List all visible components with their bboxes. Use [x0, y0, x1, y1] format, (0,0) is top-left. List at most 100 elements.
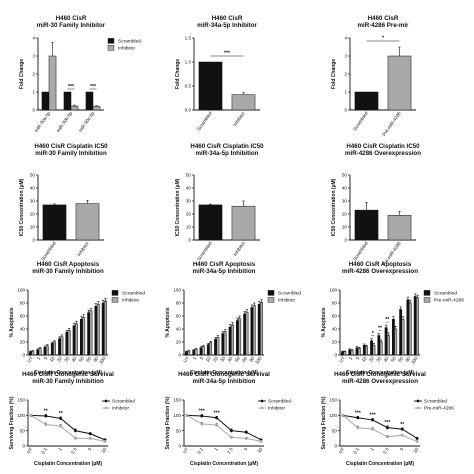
y-axis-label: Fold Change [331, 59, 337, 89]
x-tick-label: 30 [375, 355, 382, 362]
significance-label: *** [90, 84, 97, 90]
data-point [356, 416, 360, 420]
legend-swatch [423, 297, 431, 303]
chart-subtitle: miR-4286 Overexpression [345, 150, 421, 157]
bar [387, 55, 412, 111]
y-axis-label: % Apoptosis [165, 307, 171, 337]
bar [43, 346, 47, 356]
bar [228, 326, 232, 356]
bar [58, 338, 61, 356]
x-tick-label: Inhibitor [76, 240, 90, 257]
y-tick-label: 0.5 [185, 84, 192, 89]
x-tick-label: Scrambled [352, 110, 369, 131]
x-tick-label: Scrambled [196, 240, 213, 261]
y-tick-label: 10 [342, 225, 348, 230]
x-tick-label: 2.5 [226, 446, 234, 454]
legend-marker [104, 406, 108, 410]
chart-subtitle: miR-30 Family Inhibition [35, 150, 107, 157]
x-tick-label: 0.1 [196, 446, 204, 454]
x-tick-label: Scrambled [196, 110, 213, 131]
legend-marker [104, 399, 108, 403]
x-tick-label: 100 [254, 355, 263, 365]
y-tick-label: 10 [186, 225, 192, 230]
y-tick-label: 1.0 [185, 60, 192, 65]
bar [187, 350, 191, 356]
data-point [244, 430, 248, 434]
legend-label: Scrambled [424, 399, 447, 405]
chart-subtitle: miR-4286 Overexpression [342, 268, 418, 275]
bar [399, 309, 403, 356]
bar [401, 319, 405, 356]
bar [223, 331, 227, 356]
significance-label: ** [378, 326, 383, 332]
x-tick-label: 5 [243, 446, 249, 451]
significance-label: *** [214, 410, 221, 416]
significance-label: *** [370, 412, 377, 418]
legend-label: Scrambled [278, 291, 301, 297]
x-tick-label: 1 [192, 355, 198, 360]
legend-label: Inhibitor [112, 406, 129, 412]
y-tick-label: 40 [186, 186, 192, 191]
bar [243, 313, 247, 356]
y-tick-label: 80 [20, 301, 26, 306]
significance-label: *** [384, 420, 391, 426]
y-tick-label: 30 [186, 199, 192, 204]
y-tick-label: 20 [332, 340, 338, 345]
x-axis-label: Cisplatin Concentration (µM) [190, 370, 258, 376]
y-tick-label: 50 [342, 173, 348, 178]
y-tick-label: 60 [332, 314, 338, 319]
bar [198, 61, 223, 111]
bar [252, 305, 256, 356]
chart-title: H460 CisR Clonogenic Survival [334, 371, 426, 378]
data-point [415, 439, 419, 443]
y-tick-label: 20 [20, 340, 26, 345]
series-line [186, 414, 262, 442]
x-tick-label: 100 [98, 355, 107, 365]
bar [41, 91, 50, 111]
bar [235, 320, 239, 356]
x-tick-label: 10 [49, 355, 56, 362]
y-tick-label: 150 [329, 398, 337, 403]
chart-subtitle: miR-30 Family Inhibitor [37, 22, 106, 29]
legend-label: Scrambled [118, 39, 141, 45]
chart-panel: 0 10 20 30 40 50 IC50 Concentration (µM) H460 C… [175, 143, 264, 262]
chart-subtitle: miR-30 Family Inhibition [32, 268, 104, 275]
x-tick-label: 10 [205, 355, 212, 362]
x-tick-label: 30 [219, 355, 226, 362]
significance-label: * [372, 331, 375, 337]
y-axis-label: Fold Change [19, 59, 25, 89]
data-point [415, 436, 419, 440]
bar [350, 350, 354, 356]
bar [348, 349, 352, 356]
x-tick-label: miR-30a-5p [33, 110, 51, 133]
significance-label: *** [355, 410, 362, 416]
significance-label: ** [59, 411, 64, 417]
x-tick-label: Scrambled [352, 240, 369, 261]
bar [92, 106, 101, 111]
x-tick-label: 5 [355, 355, 361, 360]
y-tick-label: 100 [329, 288, 337, 293]
y-tick-label: 4 [344, 36, 347, 41]
bar [341, 351, 344, 356]
x-tick-label: UT [26, 447, 34, 455]
bar [87, 312, 91, 356]
legend-label: Pre-miR-4286 [434, 298, 464, 304]
bar [75, 323, 78, 356]
x-tick-label: 30 [63, 355, 70, 362]
bar [377, 335, 381, 356]
x-tick-label: 60 [241, 355, 248, 362]
y-tick-label: 60 [176, 314, 182, 319]
chart-subtitle: miR-4286 Pre-mir [358, 22, 409, 29]
bar [50, 343, 54, 356]
bar [198, 204, 223, 241]
bar [96, 304, 100, 356]
bar [216, 337, 220, 356]
y-tick-label: 100 [173, 288, 181, 293]
bar [65, 332, 69, 356]
x-tick-label: 40 [71, 355, 78, 362]
y-tick-label: 80 [176, 301, 182, 306]
x-tick-label: 50 [390, 355, 397, 362]
